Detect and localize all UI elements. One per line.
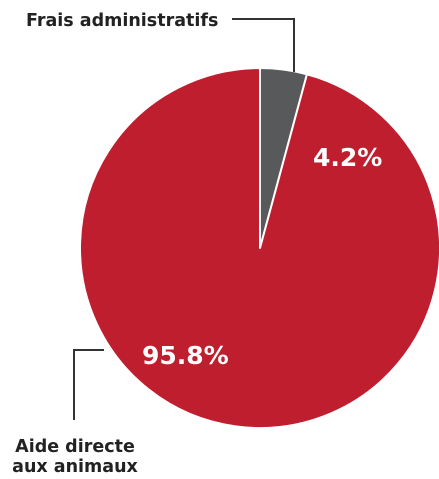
pie-slice-aide-directe-aux-animaux bbox=[79, 67, 439, 429]
pie-slices bbox=[79, 67, 439, 429]
category-label-frais-administratifs: Frais administratifs bbox=[26, 11, 218, 31]
slice-value-label-aide-directe: 95.8% bbox=[142, 341, 229, 370]
slice-value-label-frais-administratifs: 4.2% bbox=[313, 143, 382, 172]
leader-line-aide-directe bbox=[73, 349, 104, 420]
category-label-aide-directe-line-1: Aide directe bbox=[15, 437, 135, 457]
category-label-aide-directe-line-2: aux animaux bbox=[12, 457, 138, 477]
leader-line-frais-administratifs bbox=[232, 18, 295, 72]
